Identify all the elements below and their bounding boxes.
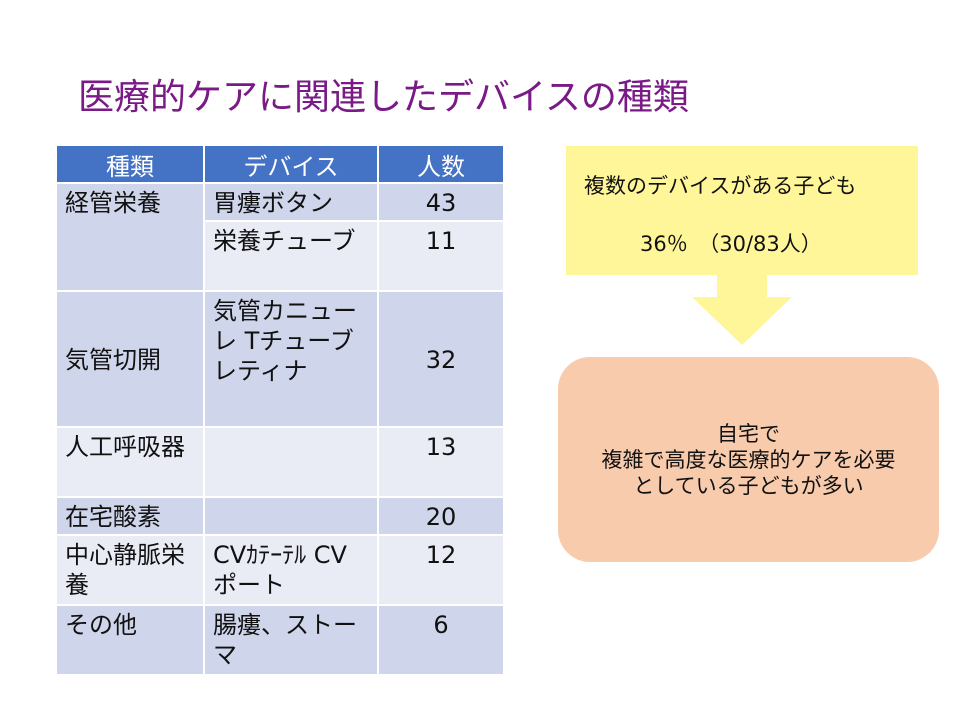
slide-title: 医療的ケアに関連したデバイスの種類 [78, 77, 689, 118]
cell-device [204, 497, 379, 536]
table-row: 栄養チューブ 11 [57, 221, 503, 292]
table-row: 在宅酸素 20 [57, 497, 503, 536]
table-row: その他 腸瘻、ストーマ 6 [57, 605, 503, 676]
conclusion-line-2: 複雑で高度な医療的ケアを必要 [601, 447, 896, 472]
device-table-container: 種類 デバイス 人数 経管栄養 胃瘻ボタン 43 栄養チューブ 11 気管切開 … [57, 146, 503, 684]
table-row: 人工呼吸器 13 [57, 427, 503, 498]
down-arrow-icon [692, 275, 792, 345]
cell-device: 気管カニューレ Tチューブ レティナ [204, 291, 379, 428]
cell-count: 12 [378, 535, 503, 606]
cell-type: 気管切開 [57, 291, 205, 428]
device-table: 種類 デバイス 人数 経管栄養 胃瘻ボタン 43 栄養チューブ 11 気管切開 … [57, 146, 503, 676]
cell-count: 6 [378, 605, 503, 676]
callout-label: 複数のデバイスがある子ども [584, 174, 857, 198]
cell-device [204, 427, 379, 498]
header-device: デバイス [204, 146, 379, 184]
conclusion-box: 自宅で 複雑で高度な医療的ケアを必要 としている子どもが多い [558, 357, 939, 562]
cell-device: 胃瘻ボタン [204, 183, 379, 222]
conclusion-line-3: としている子どもが多い [633, 473, 864, 498]
cell-device: CVｶﾃｰﾃﾙ CVポート [204, 535, 379, 606]
cell-count: 13 [378, 427, 503, 498]
cell-count: 20 [378, 497, 503, 536]
table-header-row: 種類 デバイス 人数 [57, 146, 503, 184]
table-row: 中心静脈栄養 CVｶﾃｰﾃﾙ CVポート 12 [57, 535, 503, 606]
table-row: 経管栄養 胃瘻ボタン 43 [57, 183, 503, 292]
cell-type: その他 [57, 605, 205, 676]
cell-device: 栄養チューブ [204, 221, 379, 292]
cell-count: 43 [378, 183, 503, 222]
conclusion-line-1: 自宅で [717, 421, 780, 446]
cell-count: 32 [378, 291, 503, 428]
table-row: 気管切開 気管カニューレ Tチューブ レティナ 32 [57, 291, 503, 428]
cell-type: 中心静脈栄養 [57, 535, 205, 606]
multiple-devices-callout: 複数のデバイスがある子ども 36％ （30/83人） [566, 146, 918, 275]
cell-type: 経管栄養 [57, 183, 205, 292]
cell-device: 腸瘻、ストーマ [204, 605, 379, 676]
header-type: 種類 [57, 146, 205, 184]
cell-type: 在宅酸素 [57, 497, 205, 536]
cell-type: 人工呼吸器 [57, 427, 205, 498]
cell-count: 11 [378, 221, 503, 292]
header-count: 人数 [378, 146, 503, 184]
callout-percentage: 36％ （30/83人） [640, 232, 822, 256]
